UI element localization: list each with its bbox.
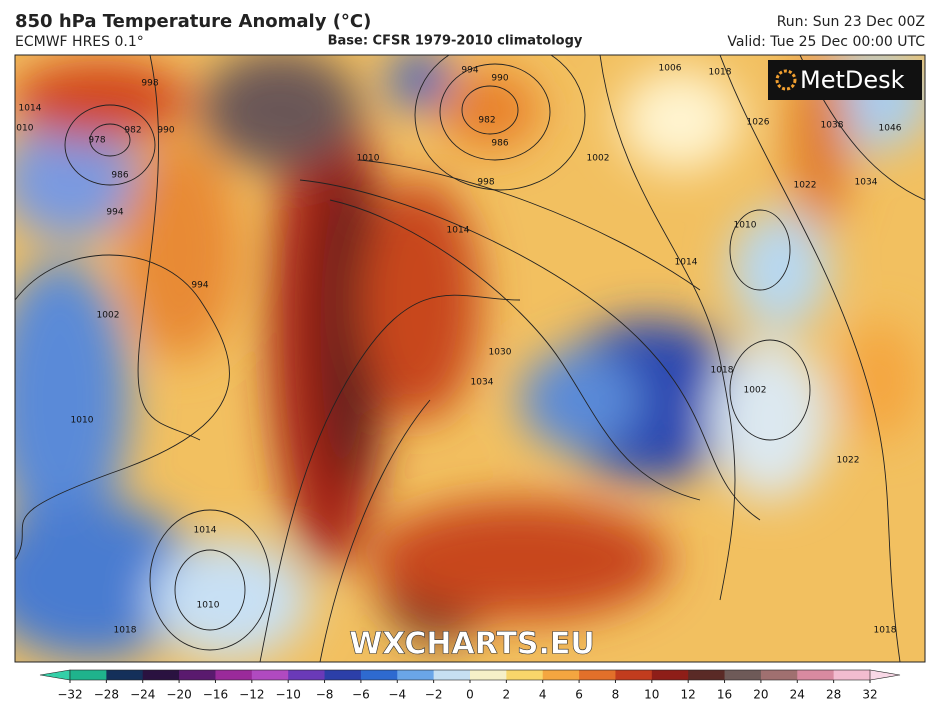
isobar-label: 1026 <box>747 118 770 128</box>
colorbar-segment <box>506 670 544 680</box>
isobar-label: 1010 <box>11 124 34 134</box>
colorbar-tick-label: −2 <box>425 688 443 702</box>
colorbar-segment <box>433 670 471 680</box>
isobar-label: 1022 <box>837 456 860 466</box>
colorbar-segment <box>724 670 762 680</box>
colorbar-tick-label: −6 <box>352 688 370 702</box>
title: 850 hPa Temperature Anomaly (°C) <box>15 11 371 32</box>
isobar-label: 1030 <box>489 348 512 358</box>
colorbar-segment <box>324 670 362 680</box>
colorbar-tick-label: −16 <box>203 688 228 702</box>
isobar-label: 1014 <box>19 104 42 114</box>
isobar-label: 978 <box>88 136 105 146</box>
colorbar-tick-label: 32 <box>862 688 877 702</box>
colorbar-tick-label: 20 <box>753 688 768 702</box>
colorbar-segment <box>142 670 180 680</box>
colorbar-tick-label: 2 <box>503 688 511 702</box>
isobar-label: 998 <box>477 178 494 188</box>
isobar-label: 998 <box>141 79 158 89</box>
isobar-label: 994 <box>106 208 123 218</box>
watermark: WXCHARTS.EU <box>349 627 595 662</box>
colorbar-tick-label: −24 <box>130 688 155 702</box>
isobar-label: 1010 <box>71 416 94 426</box>
colorbar-segment <box>833 670 871 680</box>
colorbar-segment <box>70 670 107 680</box>
colorbar-segment <box>470 670 507 680</box>
isobar-label: 1002 <box>587 154 610 164</box>
colorbar-tick-label: 10 <box>644 688 659 702</box>
isobars <box>15 55 925 662</box>
run: Run: Sun 23 Dec 00Z <box>777 14 925 30</box>
colorbar-tick-label: −28 <box>94 688 119 702</box>
isobar-label: 994 <box>191 281 208 291</box>
isobar-label: 1006 <box>659 64 682 74</box>
colorbar-under <box>39 669 71 681</box>
colorbar-tick-label: 8 <box>612 688 620 702</box>
colorbar-tick-label: −4 <box>388 688 406 702</box>
colorbar-segment <box>215 670 253 680</box>
valid: Valid: Tue 25 Dec 00:00 UTC <box>727 34 925 50</box>
colorbar-segment <box>179 670 216 680</box>
isobar-label: 1034 <box>855 178 878 188</box>
isobar-label: 1018 <box>711 366 734 376</box>
colorbar-tick-label: 4 <box>539 688 547 702</box>
isobar-label: 1046 <box>879 124 902 134</box>
colorbar-tick-label: −8 <box>316 688 334 702</box>
isobar-label: 1002 <box>97 311 120 321</box>
colorbar-tick-label: 28 <box>826 688 841 702</box>
colorbar: −32 −28 −24 −20 −16 −12 −10 −8 −6 −4 −2 0 2 4 6 8 10 12 16… <box>39 669 901 702</box>
isobar-label: 1010 <box>357 154 380 164</box>
colorbar-segment <box>760 670 798 680</box>
colorbar-segment <box>397 670 435 680</box>
base: Base: CFSR 1979-2010 climatology <box>328 34 583 49</box>
colorbar-segment <box>106 670 144 680</box>
isobar-label: 1014 <box>675 258 698 268</box>
colorbar-tick-label: 6 <box>575 688 583 702</box>
colorbar-segment <box>615 670 653 680</box>
colorbar-tick-label: −20 <box>166 688 191 702</box>
colorbar-over <box>869 669 901 681</box>
isobar-label: 1014 <box>194 526 217 536</box>
colorbar-segment <box>251 670 289 680</box>
isobar-label: 1018 <box>874 626 897 636</box>
logo: MetDesk <box>800 66 905 94</box>
isobar-label: 1038 <box>821 121 844 131</box>
colorbar-segment <box>797 670 835 680</box>
isobar-label: 990 <box>491 74 508 84</box>
colorbar-segment <box>688 670 726 680</box>
colorbar-tick-label: 12 <box>681 688 696 702</box>
map: MetDesk WXCHARTS.EU 998 1014 1010 978 982 990… <box>11 55 925 662</box>
isobar-label: 986 <box>111 171 128 181</box>
colorbar-tick-label: 0 <box>466 688 474 702</box>
isobar-label: 1002 <box>744 386 767 396</box>
logo-icon <box>775 69 797 91</box>
map-frame <box>14 54 926 663</box>
colorbar-tick-label: −10 <box>276 688 301 702</box>
colorbar-segment <box>288 670 326 680</box>
isobar-label: 1018 <box>114 626 137 636</box>
colorbar-tick-label: 16 <box>717 688 732 702</box>
colorbar-tick-label: 24 <box>790 688 805 702</box>
colorbar-tick-label: −12 <box>239 688 264 702</box>
isobar-label: 1014 <box>447 226 470 236</box>
isobar-label: 1018 <box>709 68 732 78</box>
isobar-label: 1022 <box>794 181 817 191</box>
isobar-label: 1010 <box>197 601 220 611</box>
isobar-label: 986 <box>491 139 508 149</box>
colorbar-segment <box>579 670 616 680</box>
isobar-label: 982 <box>124 126 141 136</box>
colorbar-segment <box>360 670 398 680</box>
isobar-label: 990 <box>157 126 174 136</box>
colorbar-tick-label: −32 <box>57 688 82 702</box>
model: ECMWF HRES 0.1° <box>15 34 144 50</box>
isobar-label: 1034 <box>471 378 494 388</box>
colorbar-segment <box>542 670 580 680</box>
isobar-label: 1010 <box>734 221 757 231</box>
isobar-label: 994 <box>461 66 478 76</box>
colorbar-segment <box>651 670 689 680</box>
isobar-label: 982 <box>478 116 495 126</box>
